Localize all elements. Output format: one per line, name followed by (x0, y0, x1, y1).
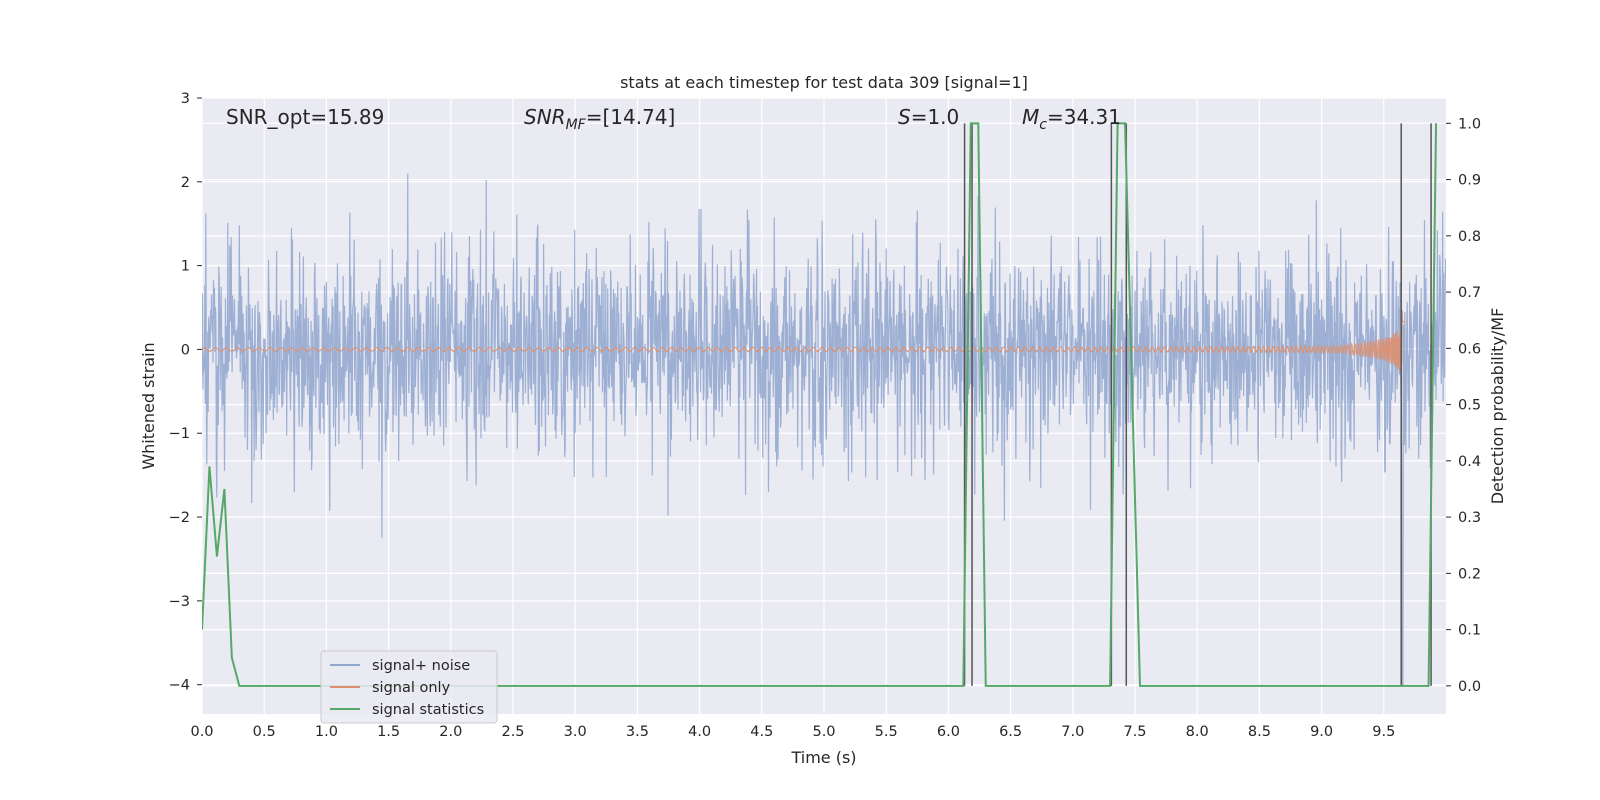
annotation-s-name: S (898, 105, 911, 129)
x-tick-label: 4.5 (750, 724, 773, 740)
annotation-s-value: =1.0 (911, 105, 960, 129)
x-tick-label: 6.0 (937, 724, 960, 740)
x-tick-label: 1.0 (315, 724, 338, 740)
annotation-mc-value: =34.31 (1047, 105, 1121, 129)
signal-line (202, 310, 1405, 373)
y-right-tick-label: 0.6 (1458, 341, 1481, 357)
y-left-axis-ticks: 3 2 1 0 −1 −2 −3 −4 (169, 91, 202, 694)
y-right-tick-label: 0.1 (1458, 623, 1481, 639)
x-tick-label: 1.5 (377, 724, 400, 740)
y-right-axis-ticks: 1.0 0.9 0.8 0.7 0.6 0.5 0.4 0.3 0.2 0.1 0.0 (1446, 116, 1481, 695)
annotation-snr-mf-sub: MF (566, 117, 587, 133)
legend-label-statistics: signal statistics (372, 702, 484, 718)
noise-line (202, 173, 1446, 686)
y-left-tick-label: −2 (169, 510, 190, 526)
y-right-tick-label: 0.4 (1458, 454, 1481, 470)
y-left-tick-label: 1 (181, 259, 190, 275)
grid-lines (201, 97, 1446, 714)
chart-title: stats at each timestep for test data 309… (620, 73, 1028, 92)
x-tick-label: 3.5 (626, 724, 649, 740)
x-tick-label: 2.5 (501, 724, 524, 740)
x-tick-label: 3.0 (564, 724, 587, 740)
y-right-axis-label: Detection probability/MF (1488, 308, 1507, 505)
y-left-tick-label: 2 (181, 175, 190, 191)
y-left-axis-label: Whitened strain (139, 342, 158, 469)
y-right-tick-label: 0.3 (1458, 510, 1481, 526)
y-right-tick-label: 0.9 (1458, 173, 1481, 189)
x-axis-ticks: 0.0 0.5 1.0 1.5 2.0 2.5 3.0 3.5 4.0 4.5 5.0 5.5 6.0 6… (190, 724, 1395, 740)
x-tick-label: 8.0 (1186, 724, 1209, 740)
x-tick-label: 0.5 (253, 724, 276, 740)
x-tick-label: 2.0 (439, 724, 462, 740)
x-tick-label: 8.5 (1248, 724, 1271, 740)
annotation-snr-mf-value: =[14.74] (586, 105, 676, 129)
legend-box (320, 650, 498, 724)
y-right-tick-label: 0.5 (1458, 398, 1481, 414)
y-right-tick-label: 0.2 (1458, 566, 1481, 582)
annotation-mc: Mc=34.31 (1022, 105, 1121, 133)
x-tick-label: 6.5 (999, 724, 1022, 740)
x-tick-label: 9.5 (1372, 724, 1395, 740)
annotation-snr-mf: SNRMF=[14.74] (524, 105, 675, 133)
legend: signal+ noise signal only signal statist… (320, 650, 498, 724)
x-axis-label: Time (s) (790, 748, 856, 767)
legend-label-signal: signal only (372, 680, 451, 696)
y-right-tick-label: 0.0 (1458, 679, 1481, 695)
y-right-tick-label: 0.7 (1458, 285, 1481, 301)
annotation-snr-opt: SNR_opt=15.89 (226, 105, 384, 129)
x-tick-label: 0.0 (190, 724, 213, 740)
statistics-line (202, 122, 1438, 687)
y-left-tick-label: −4 (169, 678, 190, 694)
x-tick-label: 7.0 (1061, 724, 1084, 740)
x-tick-label: 9.0 (1310, 724, 1333, 740)
y-right-tick-label: 1.0 (1458, 116, 1481, 132)
legend-label-noise: signal+ noise (372, 658, 470, 674)
y-left-tick-label: −3 (169, 594, 190, 610)
x-tick-label: 7.5 (1123, 724, 1146, 740)
noise-series (202, 173, 1446, 686)
statistics-series (202, 122, 1438, 687)
x-tick-label: 5.5 (875, 724, 898, 740)
y-right-tick-label: 0.8 (1458, 229, 1481, 245)
signal-series (202, 310, 1405, 373)
annotation-s: S=1.0 (898, 105, 959, 129)
x-tick-label: 4.0 (688, 724, 711, 740)
y-left-tick-label: −1 (169, 426, 190, 442)
y-left-tick-label: 0 (181, 342, 190, 358)
y-left-tick-label: 3 (181, 91, 190, 107)
annotation-mc-sub: c (1039, 117, 1047, 133)
annotation-mc-name: M (1022, 105, 1039, 129)
x-tick-label: 5.0 (812, 724, 835, 740)
annotation-snr-mf-name: SNR (524, 105, 566, 129)
